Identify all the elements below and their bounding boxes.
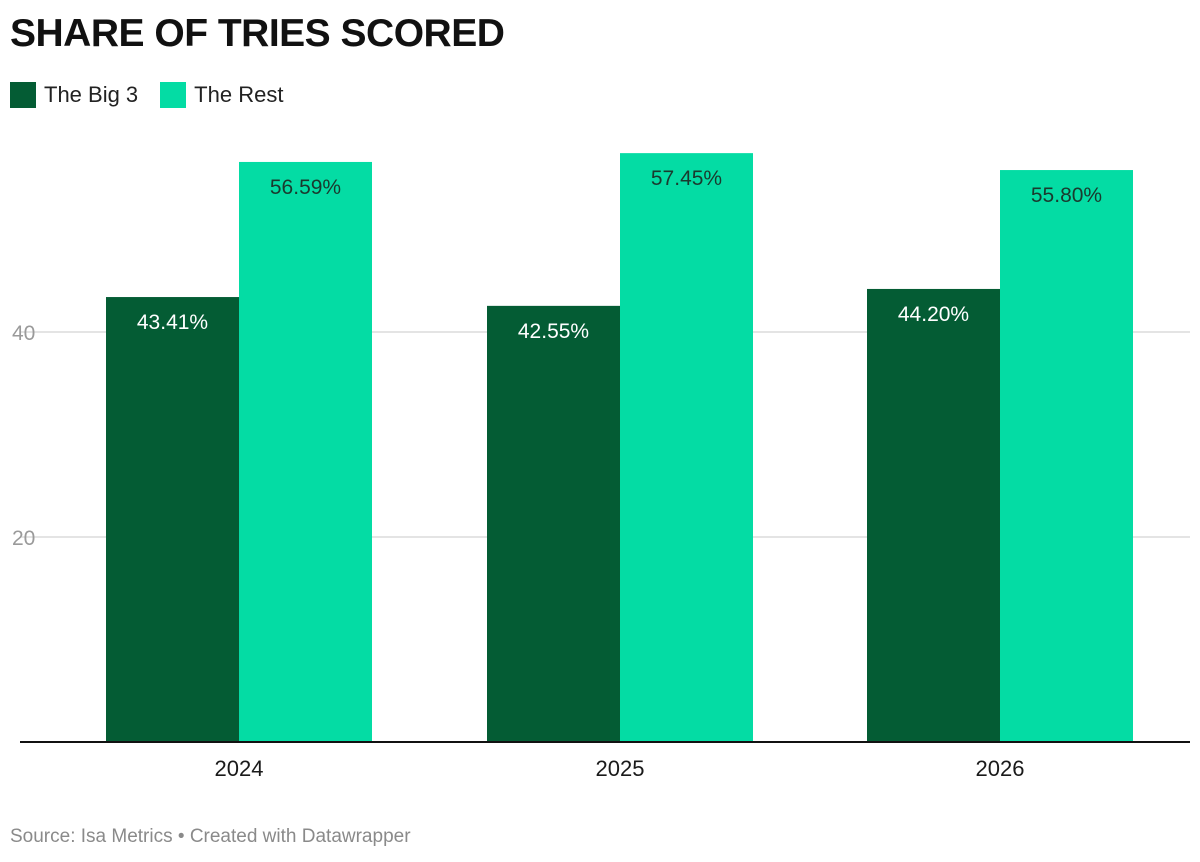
legend-item-rest: The Rest — [160, 82, 283, 108]
bar-rest-2026 — [1000, 170, 1133, 743]
bar-big3-2024 — [106, 297, 239, 742]
chart-title: SHARE OF TRIES SCORED — [10, 12, 505, 55]
bar-big3-2026 — [867, 288, 1000, 742]
source-note: Source: Isa Metrics • Created with Dataw… — [10, 826, 411, 847]
y-tick-label-40: 40 — [12, 322, 35, 345]
x-tick-label-2024: 2024 — [215, 756, 264, 781]
bar-rest-2025 — [620, 153, 753, 742]
data-label-big3-2025: 42.55% — [518, 320, 589, 343]
legend-swatch-big3 — [10, 82, 36, 108]
data-label-rest-2024: 56.59% — [270, 176, 341, 199]
bar-rest-2024 — [239, 161, 372, 742]
data-label-big3-2024: 43.41% — [137, 311, 208, 334]
legend-swatch-rest — [160, 82, 187, 108]
bar-big3-2025 — [487, 305, 620, 742]
legend: The Big 3 The Rest — [10, 82, 305, 108]
legend-item-big3: The Big 3 — [10, 82, 138, 108]
data-label-big3-2026: 44.20% — [898, 303, 969, 326]
data-label-rest-2025: 57.45% — [651, 167, 722, 190]
x-tick-label-2025: 2025 — [596, 756, 645, 781]
legend-label-big3: The Big 3 — [44, 82, 139, 107]
legend-label-rest: The Rest — [194, 82, 284, 107]
data-label-rest-2026: 55.80% — [1031, 184, 1102, 207]
x-tick-label-2026: 2026 — [976, 756, 1025, 781]
y-tick-label-20: 20 — [12, 527, 35, 550]
